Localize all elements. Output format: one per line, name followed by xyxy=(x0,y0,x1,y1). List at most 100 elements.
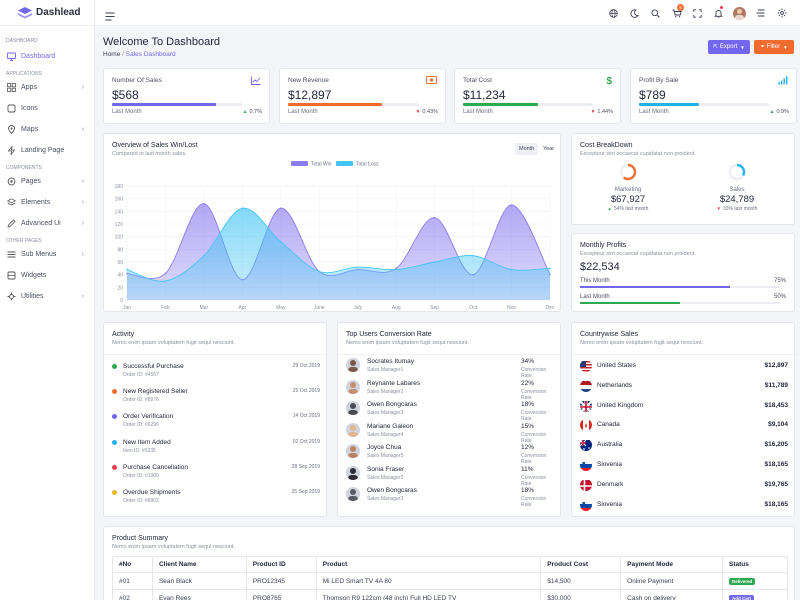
table-cell-status: Delivered xyxy=(722,572,788,590)
sidebar-item-icons[interactable]: Icons xyxy=(0,98,94,119)
menu-toggle-icon[interactable] xyxy=(105,8,115,26)
x-tick-label: Apr xyxy=(238,305,246,311)
globe-icon[interactable] xyxy=(603,0,624,26)
brand[interactable]: Dashlead xyxy=(0,0,94,26)
export-button[interactable]: ⇱ Export ▼ xyxy=(708,40,750,54)
donut-chart xyxy=(619,163,637,181)
column-header[interactable]: Client Name xyxy=(151,556,247,573)
activity-dot xyxy=(112,389,117,395)
table-cell-pid: PRO8765 xyxy=(245,589,317,600)
data-point xyxy=(433,261,436,263)
activity-item[interactable]: Successful Purchase Order ID: #4567 29 Oct… xyxy=(112,363,320,385)
grid-icon xyxy=(7,83,16,92)
sidebar-item-label: Widgets xyxy=(21,272,47,279)
conversion-item[interactable]: Mariane Galeon Sales Manager4 15% Conversio… xyxy=(346,422,554,444)
kpi-change: ▲ 0.7% xyxy=(243,109,263,115)
search-icon[interactable] xyxy=(645,0,666,26)
sidebar-item-widgets[interactable]: Widgets xyxy=(0,265,94,286)
country-row[interactable]: Slovenia $18,165 xyxy=(580,458,788,472)
sidebar-item-landing-page[interactable]: Landing Page xyxy=(0,140,94,161)
section-label: OTHER PAGES xyxy=(6,238,42,244)
section-label: COMPONENTS xyxy=(6,165,42,171)
column-header[interactable]: Product xyxy=(315,556,542,573)
conversion-item[interactable]: Reynante Labares Sales Manager2 22% Convers… xyxy=(346,379,554,401)
country-row[interactable]: Canada $9,104 xyxy=(580,418,788,432)
table-row[interactable]: #02 Evan Rees PRO8765 Thomson R9 122cm (48 … xyxy=(112,589,788,600)
conversion-item[interactable]: Owen Bongcaras Sales Manager3 18% Conversio… xyxy=(346,401,554,422)
kpi-progress-track xyxy=(288,103,418,106)
status-badge: Delivered xyxy=(729,577,756,585)
activity-item[interactable]: Overdue Shipments Order ID: #8902 25 Sep 2… xyxy=(112,489,320,511)
tab-month[interactable]: Month xyxy=(515,143,539,155)
conversion-item[interactable]: Owen Bongcaras Sales Manager3 18% Conversio… xyxy=(346,487,554,508)
breadcrumb-home[interactable]: Home xyxy=(103,51,121,58)
profit-row-pct: 75% xyxy=(773,278,786,284)
cart-icon[interactable]: 5 xyxy=(666,0,687,26)
data-point xyxy=(164,280,167,282)
sidebar-item-pages[interactable]: Pages › xyxy=(0,171,94,192)
sidebar-item-elements[interactable]: Elements › xyxy=(0,192,94,213)
bell-icon[interactable] xyxy=(708,0,729,26)
profit-row-pct: 50% xyxy=(773,294,786,300)
country-row[interactable]: Denmark $19,765 xyxy=(580,478,788,492)
menu-lines-icon[interactable] xyxy=(750,0,771,26)
user-name: Socrates Itumay xyxy=(367,358,414,365)
column-header[interactable]: Product ID xyxy=(245,556,317,573)
country-row[interactable]: Australia $16,205 xyxy=(580,438,788,452)
column-header[interactable]: Product Cost xyxy=(540,556,622,573)
cost-item: Sales $24,789 ▼ 33% last month xyxy=(692,163,782,212)
sidebar-item-maps[interactable]: Maps › xyxy=(0,119,94,140)
x-tick-label: Aug xyxy=(392,305,401,311)
conversion-item[interactable]: Socrates Itumay Sales Manager1 34% Conversi… xyxy=(346,358,554,379)
activity-item[interactable]: New Item Added Item ID: #0235 02 Oct 2019 xyxy=(112,439,320,461)
country-row[interactable]: Slovenia $18,165 xyxy=(580,498,788,512)
sidebar-item-sub-menus[interactable]: Sub Menus › xyxy=(0,244,94,265)
user-name: Owen Bongcaras xyxy=(367,487,417,494)
cost-title: Cost BreakDown xyxy=(580,142,633,149)
kpi-title: Total Cost xyxy=(463,77,492,84)
kpi-title: New Revenue xyxy=(288,77,329,84)
country-row[interactable]: United Kingdom $18,453 xyxy=(580,399,788,413)
column-header[interactable]: Status xyxy=(722,556,788,573)
breadcrumb-current: Sales Dashboard xyxy=(125,51,176,58)
moon-icon[interactable] xyxy=(624,0,645,26)
sidebar-item-label: Maps xyxy=(21,126,39,133)
kpi-change: ▼ 0.43% xyxy=(415,109,438,115)
kpi-title: Profit By Sale xyxy=(639,77,679,84)
activity-item[interactable]: New Registered Seller Order ID: #8976 25 O… xyxy=(112,388,320,410)
activity-date: 25 Oct 2019 xyxy=(292,388,320,395)
user-role: Sales Manager4 xyxy=(367,431,404,438)
flag-icon-nl xyxy=(580,380,592,392)
conversion-item[interactable]: Joyce Chua Sales Manager5 12% Conversion Ra… xyxy=(346,444,554,465)
user-name: Owen Bongcaras xyxy=(367,401,417,408)
line-chart-icon xyxy=(251,76,261,87)
sidebar-item-apps[interactable]: Apps › xyxy=(0,77,94,98)
filter-button[interactable]: ⏷ Filter ▼ xyxy=(754,40,794,54)
gear-icon[interactable] xyxy=(771,0,792,26)
activity-item[interactable]: Order Verification Order ID: #6290 14 Oct … xyxy=(112,413,320,435)
column-header[interactable]: #No xyxy=(112,556,153,573)
sidebar-item-advanced-ui[interactable]: Advanced Ui › xyxy=(0,213,94,234)
avatar xyxy=(346,358,360,372)
country-row[interactable]: Netherlands $11,789 xyxy=(580,379,788,393)
kpi-progress-fill xyxy=(112,103,216,106)
column-header[interactable]: Payment Mode xyxy=(620,556,724,573)
tab-year[interactable]: Year xyxy=(543,146,555,152)
legend-label: Total Loss xyxy=(356,162,379,168)
sidebar-item-dashboard[interactable]: Dashboard xyxy=(0,46,94,67)
sidebar-item-utilities[interactable]: Utilities › xyxy=(0,286,94,307)
series-area-total-loss xyxy=(127,208,550,300)
user-role: Sales Manager2 xyxy=(367,388,404,395)
legend-label: Total Win xyxy=(311,162,332,168)
fullscreen-icon[interactable] xyxy=(687,0,708,26)
table-cell-status: Add Cart xyxy=(722,589,788,600)
chevron-right-icon: › xyxy=(81,178,84,185)
activity-item[interactable]: Purchase Cancellation Order ID: #1905 28 S… xyxy=(112,464,320,486)
page-title: Welcome To Dashboard xyxy=(103,36,220,48)
activity-title: New Registered Seller xyxy=(123,388,188,396)
country-row[interactable]: United States $12,897 xyxy=(580,359,788,373)
table-row[interactable]: #01 Sean Black PRO12345 Mi LED Smart TV 4A … xyxy=(112,572,788,590)
countrywise-sales-card: Countrywise Sales Nemo enim ipsam volupt… xyxy=(571,322,795,517)
user-avatar[interactable] xyxy=(729,0,750,26)
conversion-item[interactable]: Sonia Fraser Sales Manager3 11% Conversion … xyxy=(346,465,554,487)
